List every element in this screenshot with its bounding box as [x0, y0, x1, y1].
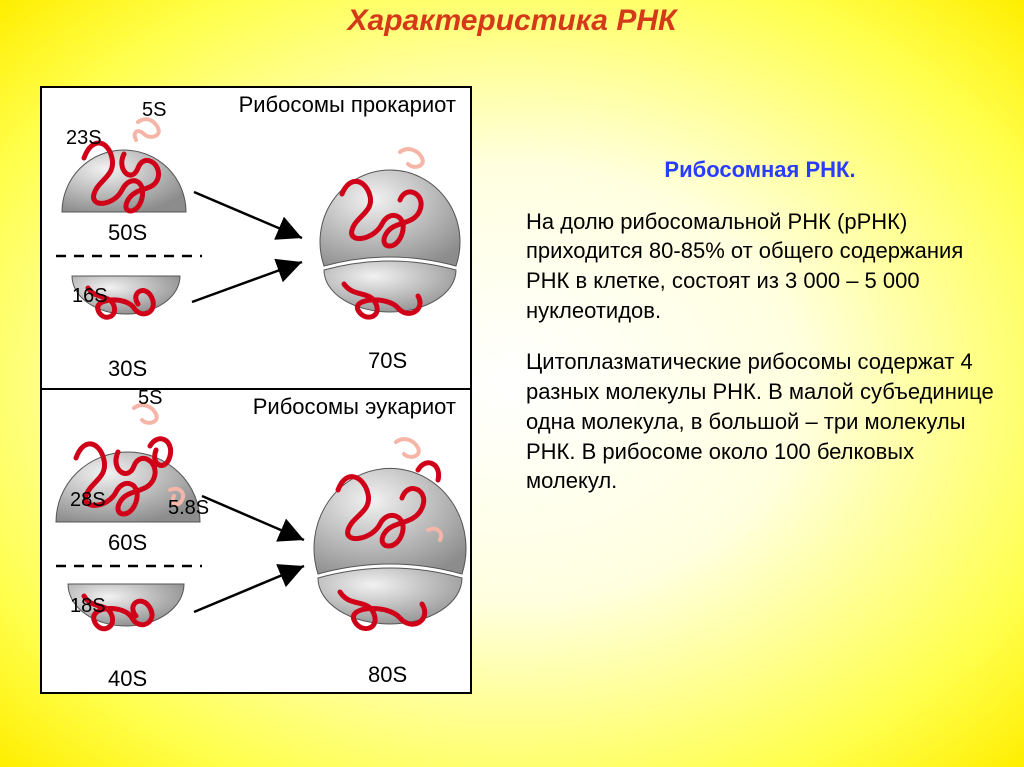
paragraph-2: Цитоплазматические рибосомы содержат 4 р…	[526, 347, 994, 495]
label-40s: 40S	[108, 666, 147, 690]
label-23s: 23S	[66, 127, 102, 149]
label-80s: 80S	[368, 662, 407, 687]
prokaryote-panel: Рибосомы прокариот	[40, 86, 472, 390]
euk-assembled	[314, 439, 466, 628]
label-70s: 70S	[368, 348, 407, 373]
prokaryote-title: Рибосомы прокариот	[239, 92, 456, 118]
arrow-euk-small	[194, 566, 304, 612]
label-28s: 28S	[70, 489, 106, 511]
label-16s: 16S	[72, 285, 108, 307]
label-60s: 60S	[108, 530, 147, 555]
arrow-prok-small	[192, 262, 302, 302]
subheading: Рибосомная РНК.	[526, 155, 994, 185]
eukaryote-svg: 28S 5S 5.8S 60S 18S 40S	[42, 390, 470, 690]
diagram-column: Рибосомы прокариот	[40, 86, 472, 694]
prok-assembled	[320, 149, 460, 317]
label-18s: 18S	[70, 595, 106, 617]
euk-small-subunit: 18S	[68, 584, 184, 629]
label-30s: 30S	[108, 356, 147, 381]
arrow-prok-large	[194, 192, 302, 238]
text-column: Рибосомная РНК. На долю рибосомальной РН…	[526, 155, 994, 518]
label-50s: 50S	[108, 220, 147, 245]
arrow-euk-large	[202, 496, 304, 540]
prok-large-subunit: 23S 5S	[62, 99, 186, 212]
page-title: Характеристика РНК	[0, 4, 1024, 38]
label-5s-prok: 5S	[142, 99, 166, 121]
prok-small-subunit: 16S	[72, 276, 180, 317]
eukaryote-panel: Рибосомы эукариот 28S 5S 5.8S 60S	[40, 390, 472, 694]
paragraph-1: На долю рибосомальной РНК (рРНК) приходи…	[526, 207, 994, 326]
eukaryote-title: Рибосомы эукариот	[253, 394, 456, 420]
label-5s-euk: 5S	[138, 390, 162, 409]
label-5.8s: 5.8S	[168, 497, 209, 519]
prokaryote-svg: 23S 5S 50S 16S 30S	[42, 88, 470, 388]
euk-large-subunit: 28S 5S 5.8S	[56, 390, 209, 522]
